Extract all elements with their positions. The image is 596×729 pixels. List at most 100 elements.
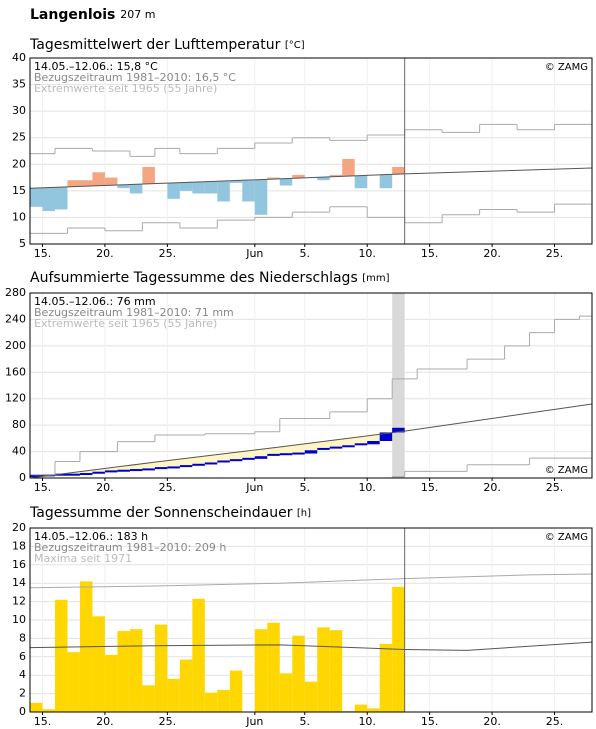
- bar: [117, 631, 130, 712]
- deficit-area: [329, 439, 343, 448]
- deficit-area: [229, 452, 243, 461]
- title-text: Aufsummierte Tagessumme des Niederschlag…: [30, 270, 358, 286]
- x-tick-label: 15.: [421, 481, 439, 494]
- precip-step: [392, 427, 405, 433]
- chart-title: Tagesmittelwert der Lufttemperatur [°C]: [29, 37, 305, 53]
- reference-line: [29, 573, 593, 589]
- precip-step: [129, 469, 143, 472]
- y-tick-label: 240: [5, 312, 26, 325]
- precip-step: [229, 459, 243, 462]
- precip-step: [117, 469, 130, 472]
- x-tick-label: 25.: [159, 247, 177, 260]
- deficit-area: [217, 453, 230, 462]
- annotation: Extremwerte seit 1965 (55 Jahre): [34, 317, 217, 330]
- anomaly-bar: [142, 166, 155, 184]
- precip-step: [192, 463, 205, 466]
- y-tick-label: 120: [5, 392, 26, 405]
- anomaly-bar: [379, 174, 393, 189]
- anomaly-bar: [92, 172, 105, 186]
- deficit-area: [104, 467, 118, 472]
- y-tick-label: 40: [12, 51, 26, 64]
- copyright: © ZAMG: [545, 62, 588, 73]
- bar: [42, 709, 55, 712]
- anomaly-bar: [79, 180, 93, 187]
- anomaly-bar: [42, 187, 55, 212]
- station: Langenlois 207 m: [30, 7, 155, 23]
- deficit-area: [304, 442, 318, 451]
- x-tick-label: 20.: [483, 247, 501, 260]
- deficit-area: [342, 438, 355, 447]
- x-tick-label: 15.: [421, 247, 439, 260]
- deficit-area: [242, 450, 255, 459]
- bar: [229, 670, 243, 712]
- deficit-area: [167, 459, 180, 468]
- bar: [254, 629, 268, 712]
- anomaly-bar: [104, 177, 118, 186]
- deficit-area: [117, 466, 130, 471]
- x-tick-label: 15.: [34, 715, 52, 728]
- bar: [192, 598, 205, 712]
- x-tick-label: 20.: [96, 715, 114, 728]
- x-tick-label: 10.: [358, 715, 376, 728]
- precip-step: [304, 450, 318, 454]
- anomaly-bar: [267, 177, 280, 180]
- precip-step: [217, 460, 230, 463]
- anomaly-bar: [204, 181, 218, 194]
- annotation: Extremwerte seit 1965 (55 Jahre): [34, 82, 217, 95]
- anomaly-bar: [242, 180, 255, 202]
- x-tick-label: Jun: [245, 481, 263, 494]
- y-tick-label: 10: [12, 613, 26, 626]
- deficit-area: [67, 472, 80, 475]
- y-tick-label: 20: [12, 157, 26, 170]
- anomaly-bar: [392, 166, 405, 175]
- x-tick-label: 5.: [300, 715, 311, 728]
- precip-step: [292, 452, 305, 455]
- bar: [304, 681, 318, 712]
- y-tick-label: 18: [12, 539, 26, 552]
- y-tick-label: 10: [12, 210, 26, 223]
- highlight-band: [392, 293, 405, 478]
- x-tick-label: 25.: [546, 247, 564, 260]
- bar: [329, 630, 343, 712]
- precip-step: [79, 473, 93, 476]
- x-tick-label: 10.: [358, 481, 376, 494]
- precip-step: [354, 443, 368, 446]
- x-tick-label: 15.: [34, 247, 52, 260]
- y-tick-label: 280: [5, 286, 26, 299]
- deficit-area: [354, 436, 368, 445]
- deficit-area: [267, 447, 280, 455]
- x-tick-label: 20.: [96, 481, 114, 494]
- chart-title: Aufsummierte Tagessumme des Niederschlag…: [30, 270, 390, 286]
- x-tick-label: 25.: [159, 715, 177, 728]
- deficit-area: [204, 455, 218, 464]
- y-tick-label: 2: [19, 687, 26, 700]
- anomaly-bar: [179, 182, 193, 191]
- annotation: 14.05.–12.06.: 76 mm: [34, 295, 156, 308]
- x-tick-label: Jun: [245, 715, 263, 728]
- y-tick-label: 12: [12, 595, 26, 608]
- x-tick-label: 15.: [421, 715, 439, 728]
- reference-line: [29, 167, 593, 189]
- annotation: Bezugszeitraum 1981–2010: 209 h: [34, 541, 226, 554]
- y-tick-label: 20: [12, 521, 26, 534]
- y-tick-label: 15: [12, 184, 26, 197]
- x-tick-label: 25.: [546, 481, 564, 494]
- anomaly-bar: [67, 180, 80, 187]
- deficit-area: [317, 441, 330, 449]
- unit: [h]: [297, 508, 311, 519]
- annotation: Maxima seit 1971: [34, 552, 132, 565]
- precip-step: [267, 453, 280, 456]
- annotation: Bezugszeitraum 1981–2010: 71 mm: [34, 306, 234, 319]
- x-tick-label: 20.: [96, 247, 114, 260]
- anomaly-bar: [129, 184, 143, 194]
- anomaly-bar: [167, 182, 180, 199]
- title-text: Tagesmittelwert der Lufttemperatur: [29, 37, 281, 53]
- precip-step: [279, 453, 293, 456]
- precip-step: [317, 447, 330, 450]
- anomaly-bar: [329, 174, 343, 177]
- annotation: 14.05.–12.06.: 15,8 °C: [34, 60, 158, 73]
- y-tick-label: 16: [12, 558, 26, 571]
- x-tick-label: 20.: [483, 715, 501, 728]
- y-tick-label: 14: [12, 576, 26, 589]
- plot-frame: [29, 292, 593, 479]
